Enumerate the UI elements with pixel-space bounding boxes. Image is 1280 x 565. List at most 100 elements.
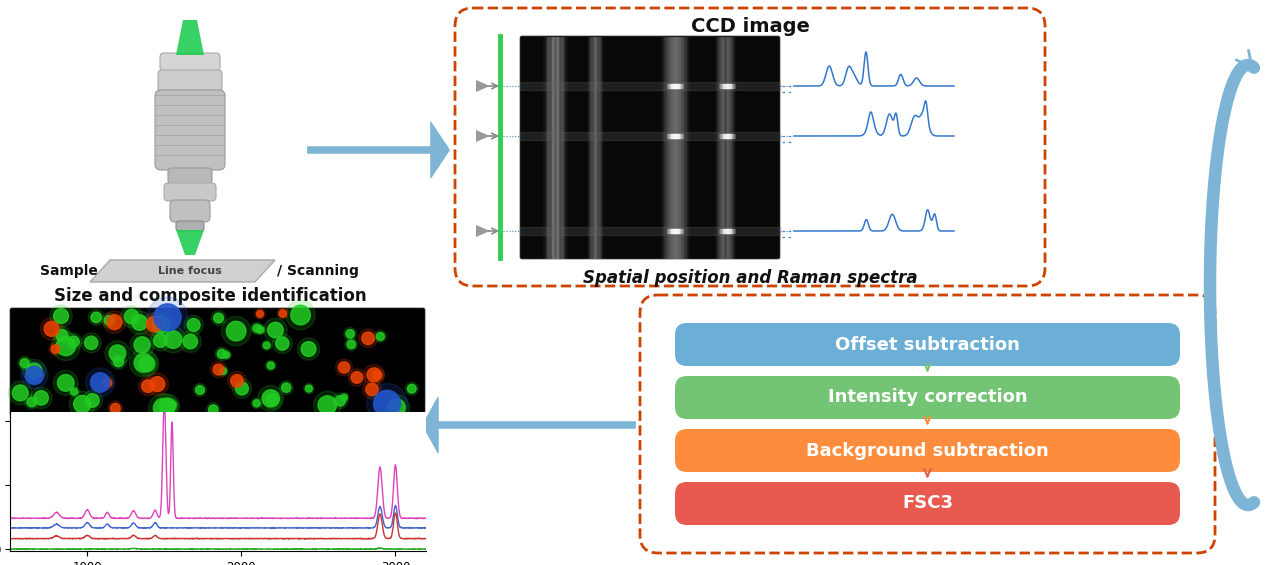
Circle shape xyxy=(344,338,357,351)
Circle shape xyxy=(150,331,170,351)
Polygon shape xyxy=(476,130,490,142)
FancyBboxPatch shape xyxy=(177,221,204,231)
Circle shape xyxy=(230,375,243,387)
FancyBboxPatch shape xyxy=(160,53,220,71)
Circle shape xyxy=(211,311,227,325)
Circle shape xyxy=(206,402,220,416)
Circle shape xyxy=(366,383,378,396)
Text: FSC3: FSC3 xyxy=(902,494,954,512)
Circle shape xyxy=(51,332,81,360)
Circle shape xyxy=(114,357,124,367)
Circle shape xyxy=(8,381,32,405)
Circle shape xyxy=(268,322,283,338)
Circle shape xyxy=(26,366,44,384)
Circle shape xyxy=(104,315,114,325)
Circle shape xyxy=(285,301,315,330)
Circle shape xyxy=(169,401,177,408)
Circle shape xyxy=(370,368,384,382)
Circle shape xyxy=(372,370,381,380)
Circle shape xyxy=(110,403,120,414)
Text: Spatial position and Raman spectra: Spatial position and Raman spectra xyxy=(582,269,918,287)
Circle shape xyxy=(124,310,140,324)
Circle shape xyxy=(303,383,314,394)
Circle shape xyxy=(257,385,284,411)
Circle shape xyxy=(275,337,289,350)
Circle shape xyxy=(52,327,70,344)
FancyBboxPatch shape xyxy=(675,482,1180,525)
Circle shape xyxy=(255,324,265,335)
Circle shape xyxy=(111,354,127,370)
Text: Size and composite identification: Size and composite identification xyxy=(54,287,366,305)
Text: Background subtraction: Background subtraction xyxy=(806,441,1048,459)
Circle shape xyxy=(147,297,188,338)
FancyBboxPatch shape xyxy=(157,70,221,92)
Circle shape xyxy=(301,342,316,357)
Circle shape xyxy=(273,333,292,354)
Circle shape xyxy=(51,345,60,353)
Circle shape xyxy=(146,373,169,396)
Circle shape xyxy=(339,393,349,402)
Polygon shape xyxy=(177,20,204,55)
Circle shape xyxy=(252,324,261,332)
Circle shape xyxy=(49,342,61,355)
Polygon shape xyxy=(476,225,490,237)
Circle shape xyxy=(108,315,122,329)
Circle shape xyxy=(224,352,229,358)
Circle shape xyxy=(362,332,374,345)
Circle shape xyxy=(374,331,387,342)
Circle shape xyxy=(104,379,111,387)
Circle shape xyxy=(342,394,347,401)
Circle shape xyxy=(54,371,78,396)
Circle shape xyxy=(187,319,200,332)
Text: / Scanning: / Scanning xyxy=(276,264,358,278)
Circle shape xyxy=(109,345,125,362)
Circle shape xyxy=(20,362,47,389)
Circle shape xyxy=(256,310,264,318)
Circle shape xyxy=(264,342,270,349)
Circle shape xyxy=(134,337,150,353)
Circle shape xyxy=(150,377,165,392)
Circle shape xyxy=(41,318,63,340)
Circle shape xyxy=(179,331,201,353)
Circle shape xyxy=(384,394,410,420)
Circle shape xyxy=(50,305,72,327)
Circle shape xyxy=(142,380,154,393)
Circle shape xyxy=(184,315,204,334)
Circle shape xyxy=(35,390,49,405)
Circle shape xyxy=(344,327,357,340)
Circle shape xyxy=(374,390,401,417)
Circle shape xyxy=(54,308,69,324)
Circle shape xyxy=(314,391,342,419)
Circle shape xyxy=(407,384,416,393)
Circle shape xyxy=(70,388,78,395)
Circle shape xyxy=(317,396,337,414)
Circle shape xyxy=(101,313,116,328)
Circle shape xyxy=(69,391,95,417)
Circle shape xyxy=(132,315,147,331)
Circle shape xyxy=(220,368,227,375)
Circle shape xyxy=(358,329,378,347)
FancyBboxPatch shape xyxy=(10,308,425,416)
Circle shape xyxy=(147,311,174,338)
Circle shape xyxy=(131,333,155,357)
Circle shape xyxy=(23,359,46,383)
FancyBboxPatch shape xyxy=(170,200,210,222)
Circle shape xyxy=(376,332,384,341)
Circle shape xyxy=(24,395,38,409)
Circle shape xyxy=(27,397,37,407)
Circle shape xyxy=(104,311,125,333)
Circle shape xyxy=(138,377,157,396)
Circle shape xyxy=(251,322,262,334)
Circle shape xyxy=(406,382,419,395)
FancyBboxPatch shape xyxy=(168,168,212,184)
Circle shape xyxy=(128,311,151,334)
Circle shape xyxy=(262,390,282,410)
Circle shape xyxy=(232,379,252,398)
Circle shape xyxy=(279,381,293,394)
Circle shape xyxy=(212,364,224,375)
Circle shape xyxy=(348,369,366,386)
Circle shape xyxy=(84,336,97,350)
Circle shape xyxy=(268,362,274,369)
Circle shape xyxy=(44,321,59,336)
Circle shape xyxy=(346,329,355,338)
